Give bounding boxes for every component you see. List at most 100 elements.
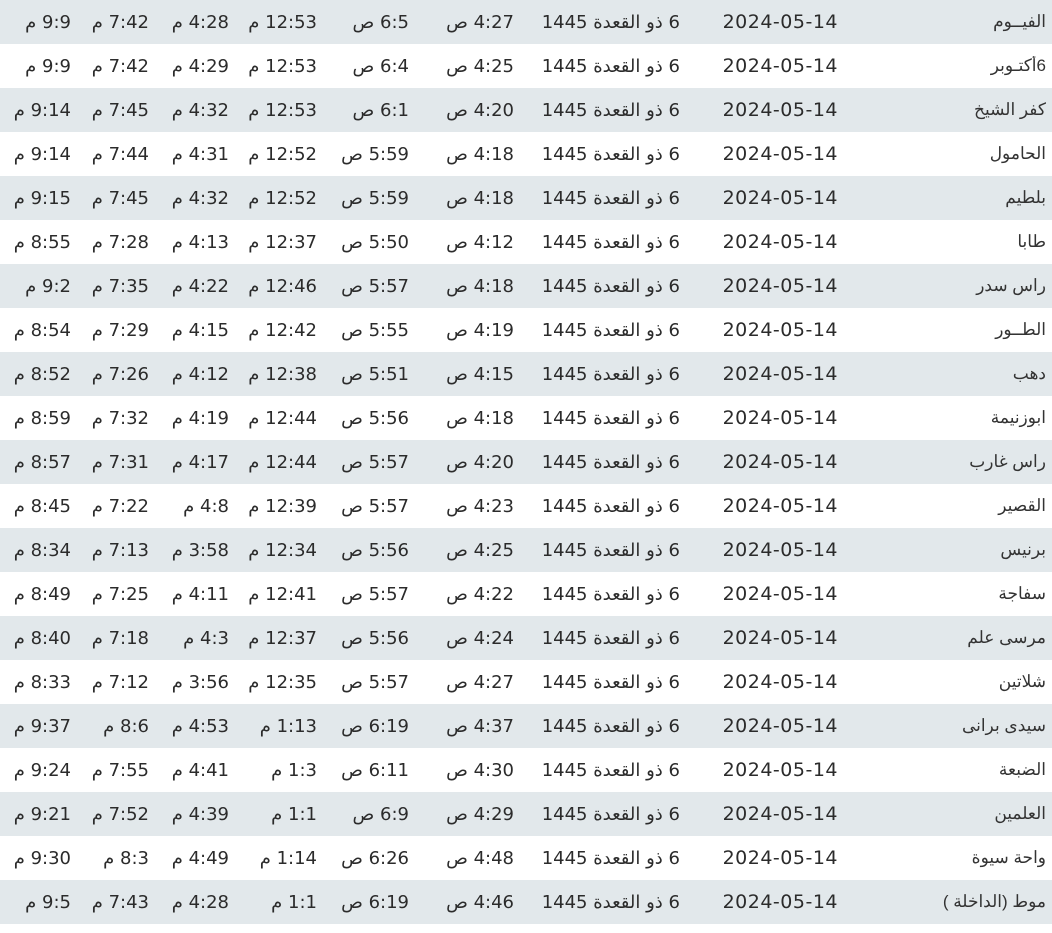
cell-isha: 9:15 م [13, 187, 71, 209]
cell-fajr: 4:18 ص [446, 407, 514, 429]
cell-isha: 8:34 م [13, 539, 71, 561]
cell-city: بلطيم [1005, 188, 1046, 207]
cell-fajr: 4:18 ص [446, 275, 514, 297]
cell-isha: 9:2 م [25, 275, 71, 297]
table-row: 6أكتـوبر 2024-05-14 6 ذو القعدة 1445 4:25 ص… [0, 44, 1052, 88]
cell-dhuhr: 12:38 م [248, 363, 317, 385]
cell-sunrise: 5:57 ص [341, 671, 409, 693]
cell-asr: 4:41 م [171, 759, 229, 781]
cell-maghrib: 7:45 م [91, 99, 149, 121]
cell-fajr: 4:29 ص [446, 803, 514, 825]
cell-isha: 9:5 م [25, 891, 71, 913]
table-row: برنيس 2024-05-14 6 ذو القعدة 1445 4:25 ص 5:5… [0, 528, 1052, 572]
cell-city: مرسى علم [967, 628, 1046, 647]
cell-city: الضبعة [998, 760, 1046, 779]
cell-city: ابوزنيمة [990, 408, 1046, 427]
cell-dhuhr: 12:46 م [248, 275, 317, 297]
cell-maghrib: 7:43 م [91, 891, 149, 913]
cell-maghrib: 7:55 م [91, 759, 149, 781]
cell-maghrib: 7:42 م [91, 11, 149, 33]
cell-sunrise: 5:59 ص [341, 187, 409, 209]
cell-asr: 4:39 م [171, 803, 229, 825]
cell-dhuhr: 1:14 م [259, 847, 317, 869]
cell-city: سفاجة [998, 584, 1046, 603]
cell-isha: 9:37 م [13, 715, 71, 737]
cell-asr: 4:31 م [171, 143, 229, 165]
cell-greg: 2024-05-14 [722, 55, 838, 77]
cell-isha: 8:57 م [13, 451, 71, 473]
cell-isha: 8:54 م [13, 319, 71, 341]
cell-greg: 2024-05-14 [722, 11, 838, 33]
cell-city: القصير [998, 496, 1046, 515]
cell-hijri: 6 ذو القعدة 1445 [541, 671, 680, 693]
cell-dhuhr: 12:44 م [248, 407, 317, 429]
cell-greg: 2024-05-14 [722, 275, 838, 297]
cell-fajr: 4:12 ص [446, 231, 514, 253]
cell-fajr: 4:25 ص [446, 539, 514, 561]
cell-hijri: 6 ذو القعدة 1445 [541, 275, 680, 297]
cell-hijri: 6 ذو القعدة 1445 [541, 891, 680, 913]
cell-greg: 2024-05-14 [722, 847, 838, 869]
cell-city: طابا [1017, 232, 1046, 251]
cell-fajr: 4:23 ص [446, 495, 514, 517]
cell-hijri: 6 ذو القعدة 1445 [541, 11, 680, 33]
cell-greg: 2024-05-14 [722, 583, 838, 605]
cell-greg: 2024-05-14 [722, 627, 838, 649]
cell-asr: 3:56 م [171, 671, 229, 693]
cell-dhuhr: 12:52 م [248, 187, 317, 209]
cell-maghrib: 8:3 م [103, 847, 149, 869]
cell-dhuhr: 1:3 م [271, 759, 317, 781]
cell-maghrib: 7:13 م [91, 539, 149, 561]
cell-hijri: 6 ذو القعدة 1445 [541, 627, 680, 649]
cell-sunrise: 6:4 ص [352, 55, 409, 77]
cell-city: موط (الداخلة ) [942, 892, 1046, 911]
cell-hijri: 6 ذو القعدة 1445 [541, 715, 680, 737]
cell-fajr: 4:24 ص [446, 627, 514, 649]
cell-asr: 4:29 م [171, 55, 229, 77]
table-row: واحة سيوة 2024-05-14 6 ذو القعدة 1445 4:48 … [0, 836, 1052, 880]
cell-maghrib: 7:28 م [91, 231, 149, 253]
cell-sunrise: 5:57 ص [341, 451, 409, 473]
cell-asr: 4:22 م [171, 275, 229, 297]
cell-dhuhr: 12:52 م [248, 143, 317, 165]
cell-isha: 8:40 م [13, 627, 71, 649]
cell-hijri: 6 ذو القعدة 1445 [541, 495, 680, 517]
cell-greg: 2024-05-14 [722, 539, 838, 561]
cell-fajr: 4:20 ص [446, 451, 514, 473]
cell-city: دهب [1012, 364, 1046, 383]
cell-asr: 4:15 م [171, 319, 229, 341]
cell-city: راس سدر [976, 276, 1046, 295]
table-row: موط (الداخلة ) 2024-05-14 6 ذو القعدة 1445… [0, 880, 1052, 924]
table-row: ابوزنيمة 2024-05-14 6 ذو القعدة 1445 4:18 ص… [0, 396, 1052, 440]
cell-asr: 4:8 م [183, 495, 229, 517]
table-row: راس غارب 2024-05-14 6 ذو القعدة 1445 4:20 ص… [0, 440, 1052, 484]
cell-isha: 9:9 م [25, 11, 71, 33]
cell-city: واحة سيوة [971, 848, 1046, 867]
table-row: سيدى برانى 2024-05-14 6 ذو القعدة 1445 4:37… [0, 704, 1052, 748]
cell-dhuhr: 12:37 م [248, 627, 317, 649]
table-row: بلطيم 2024-05-14 6 ذو القعدة 1445 4:18 ص 5:5… [0, 176, 1052, 220]
table-row: الطــور 2024-05-14 6 ذو القعدة 1445 4:19 ص 5… [0, 308, 1052, 352]
cell-fajr: 4:22 ص [446, 583, 514, 605]
cell-asr: 4:53 م [171, 715, 229, 737]
cell-maghrib: 7:26 م [91, 363, 149, 385]
cell-greg: 2024-05-14 [722, 143, 838, 165]
cell-hijri: 6 ذو القعدة 1445 [541, 759, 680, 781]
table-row: العلمين 2024-05-14 6 ذو القعدة 1445 4:29 ص 6… [0, 792, 1052, 836]
cell-dhuhr: 12:35 م [248, 671, 317, 693]
cell-greg: 2024-05-14 [722, 99, 838, 121]
cell-maghrib: 7:25 م [91, 583, 149, 605]
cell-asr: 4:32 م [171, 99, 229, 121]
cell-sunrise: 6:26 ص [341, 847, 409, 869]
cell-sunrise: 6:19 ص [341, 715, 409, 737]
cell-sunrise: 6:11 ص [341, 759, 409, 781]
cell-sunrise: 6:5 ص [352, 11, 409, 33]
cell-asr: 4:12 م [171, 363, 229, 385]
cell-sunrise: 5:56 ص [341, 407, 409, 429]
cell-isha: 9:14 م [13, 99, 71, 121]
cell-dhuhr: 12:42 م [248, 319, 317, 341]
cell-city: الطــور [995, 320, 1046, 339]
cell-city: شلاتين [998, 672, 1046, 691]
cell-greg: 2024-05-14 [722, 363, 838, 385]
